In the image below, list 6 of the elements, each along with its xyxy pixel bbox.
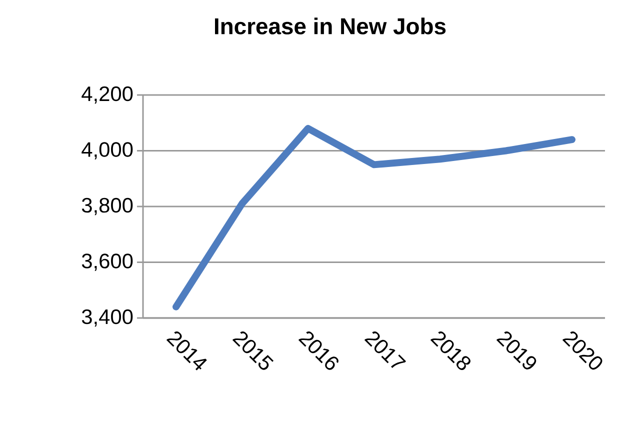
y-tick-label: 3,600	[82, 254, 133, 271]
y-tick-label: 3,800	[82, 198, 133, 216]
y-tick-label: 4,200	[82, 86, 133, 104]
chart-title: Increase in New Jobs	[215, 18, 446, 34]
y-tick-label: 3,400	[82, 309, 133, 327]
y-tick-label: 4,000	[82, 142, 133, 160]
